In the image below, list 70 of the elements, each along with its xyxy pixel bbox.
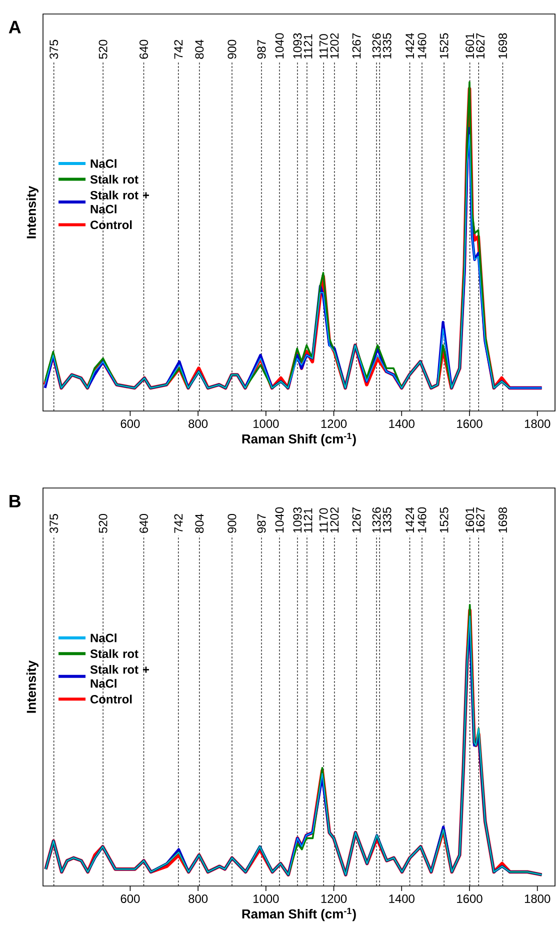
x-tick-label: 1200 [321, 894, 347, 903]
ref-line-label: 1267 [352, 507, 361, 533]
ref-line-label: 520 [98, 40, 108, 59]
x-axis-title: Raman Shift (cm$^{-1}$) [242, 908, 356, 922]
ref-line-label: 1335 [382, 33, 392, 58]
ref-line-label: 987 [257, 514, 266, 533]
x-axis-title: Raman Shift (cm$^{-1}$) [242, 432, 356, 446]
y-axis-title: Intensity [26, 186, 38, 238]
x-tick-label: 800 [188, 420, 208, 428]
ref-line-label: 1627 [476, 33, 485, 58]
x-tick-label: 1400 [389, 420, 414, 428]
ref-line-label: 804 [195, 40, 204, 59]
ref-line-label: 1040 [275, 33, 284, 58]
ref-line-label: 1267 [352, 33, 361, 58]
legend-label: Control [90, 220, 132, 230]
ref-line-label: 1326 [372, 507, 381, 533]
chart-title: A [8, 20, 21, 34]
ref-line-label: 1170 [319, 508, 328, 533]
ref-line-label: 1040 [275, 507, 284, 533]
ref-line-label: 1698 [498, 33, 507, 58]
x-tick-label: 1600 [457, 420, 482, 428]
ref-line-label: 1335 [382, 507, 392, 533]
ref-line-label: 1627 [476, 507, 485, 533]
ref-line-label: 1460 [418, 33, 426, 58]
ref-line-label: 804 [195, 514, 204, 533]
x-tick-label: 800 [188, 894, 208, 903]
ref-line-label: 1093 [293, 33, 302, 58]
ref-line-label: 1601 [466, 507, 474, 533]
ref-line-label: 1093 [293, 507, 302, 533]
ref-line-label: 1424 [406, 507, 414, 533]
x-tick-label: 1000 [254, 894, 279, 903]
legend-label: Stalk rot [90, 649, 138, 658]
ref-line-label: 1460 [418, 507, 426, 533]
ref-line-label: 742 [174, 514, 183, 533]
ref-line-label: 1525 [440, 507, 448, 533]
x-tick-label: 1200 [321, 420, 347, 428]
ref-line-label: 1202 [330, 507, 339, 533]
ref-line-label: 1121 [304, 34, 312, 58]
ref-line-label: 375 [50, 514, 58, 534]
ref-line-label: 1698 [498, 507, 507, 533]
ref-line-label: 742 [174, 40, 183, 59]
ref-line-label: 375 [50, 40, 58, 59]
x-tick-label: 1000 [254, 420, 279, 428]
y-axis-title: Intensity [26, 660, 38, 713]
ref-line-label: 1326 [372, 33, 381, 58]
ref-line-label: 640 [140, 514, 148, 533]
ref-line-label: 640 [140, 40, 148, 59]
x-tick-label: 1800 [524, 420, 550, 428]
legend-label: Stalk rot + NaCl [90, 665, 149, 688]
legend-label: NaCl [90, 159, 116, 168]
ref-line-label: 900 [228, 40, 236, 59]
ref-line-label: 987 [257, 40, 266, 59]
legend-label: NaCl [90, 633, 116, 642]
ref-line-label: 1525 [440, 33, 448, 58]
ref-line-label: 1601 [466, 33, 474, 58]
x-tick-label: 1800 [524, 894, 550, 903]
ref-line-label: 1202 [330, 33, 339, 58]
x-tick-label: 600 [120, 420, 140, 428]
ref-line-label: 520 [98, 514, 108, 533]
x-tick-label: 600 [120, 894, 140, 903]
ref-line-label: 1170 [319, 34, 328, 58]
chart-title: B [10, 494, 21, 508]
ref-line-label: 1424 [406, 33, 414, 58]
legend-label: Control [90, 694, 132, 704]
x-tick-label: 1600 [457, 894, 482, 903]
legend-label: Stalk rot + NaCl [90, 190, 149, 214]
ref-line-label: 900 [228, 514, 236, 533]
x-tick-label: 1400 [389, 894, 414, 903]
ref-line-label: 1121 [304, 508, 312, 533]
legend-label: Stalk rot [90, 174, 138, 184]
